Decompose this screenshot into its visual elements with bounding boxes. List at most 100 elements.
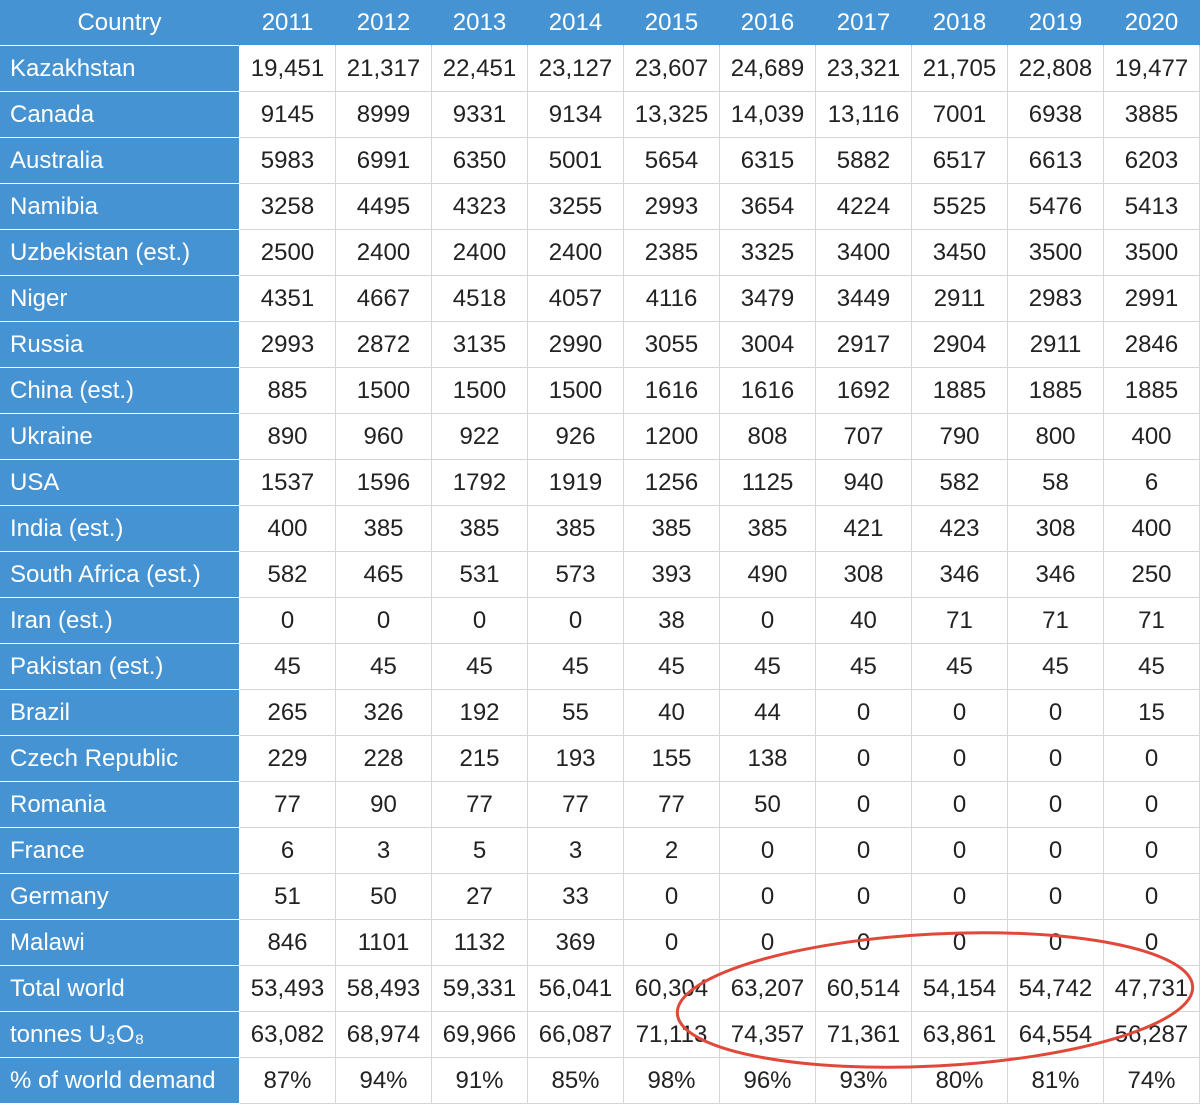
value-cell: 3 — [336, 828, 432, 874]
value-cell: 0 — [1008, 828, 1104, 874]
value-cell: 0 — [432, 598, 528, 644]
value-cell: 63,207 — [720, 966, 816, 1012]
value-cell: 45 — [816, 644, 912, 690]
value-cell: 0 — [1104, 920, 1200, 966]
row-label: Uzbekistan (est.) — [0, 230, 240, 276]
value-cell: 790 — [912, 414, 1008, 460]
value-cell: 2991 — [1104, 276, 1200, 322]
value-cell: 55 — [528, 690, 624, 736]
value-cell: 308 — [816, 552, 912, 598]
value-cell: 6 — [1104, 460, 1200, 506]
value-cell: 582 — [240, 552, 336, 598]
value-cell: 1200 — [624, 414, 720, 460]
row-label: % of world demand — [0, 1058, 240, 1104]
value-cell: 6517 — [912, 138, 1008, 184]
value-cell: 90 — [336, 782, 432, 828]
value-cell: 47,731 — [1104, 966, 1200, 1012]
value-cell: 0 — [720, 920, 816, 966]
value-cell: 582 — [912, 460, 1008, 506]
row-label: France — [0, 828, 240, 874]
value-cell: 71 — [1104, 598, 1200, 644]
row-label: Iran (est.) — [0, 598, 240, 644]
row-label: Czech Republic — [0, 736, 240, 782]
value-cell: 66,087 — [528, 1012, 624, 1058]
row-label: Russia — [0, 322, 240, 368]
value-cell: 23,321 — [816, 46, 912, 92]
row-label: Pakistan (est.) — [0, 644, 240, 690]
value-cell: 1792 — [432, 460, 528, 506]
value-cell: 0 — [912, 828, 1008, 874]
value-cell: 0 — [720, 874, 816, 920]
value-cell: 1885 — [1008, 368, 1104, 414]
value-cell: 1256 — [624, 460, 720, 506]
value-cell: 2400 — [432, 230, 528, 276]
value-cell: 2872 — [336, 322, 432, 368]
value-cell: 81% — [1008, 1058, 1104, 1104]
value-cell: 1885 — [912, 368, 1008, 414]
value-cell: 54,742 — [1008, 966, 1104, 1012]
value-cell: 71 — [1008, 598, 1104, 644]
value-cell: 2917 — [816, 322, 912, 368]
value-cell: 6613 — [1008, 138, 1104, 184]
value-cell: 0 — [912, 782, 1008, 828]
value-cell: 808 — [720, 414, 816, 460]
header-cell: 2016 — [720, 0, 816, 46]
value-cell: 400 — [240, 506, 336, 552]
value-cell: 22,451 — [432, 46, 528, 92]
value-cell: 573 — [528, 552, 624, 598]
header-cell: 2014 — [528, 0, 624, 46]
value-cell: 3258 — [240, 184, 336, 230]
value-cell: 1616 — [624, 368, 720, 414]
value-cell: 6 — [240, 828, 336, 874]
value-cell: 71 — [912, 598, 1008, 644]
value-cell: 0 — [816, 690, 912, 736]
header-cell: 2020 — [1104, 0, 1200, 46]
value-cell: 5476 — [1008, 184, 1104, 230]
value-cell: 1537 — [240, 460, 336, 506]
value-cell: 846 — [240, 920, 336, 966]
value-cell: 69,966 — [432, 1012, 528, 1058]
value-cell: 22,808 — [1008, 46, 1104, 92]
value-cell: 1885 — [1104, 368, 1200, 414]
value-cell: 3500 — [1104, 230, 1200, 276]
row-label: Niger — [0, 276, 240, 322]
value-cell: 0 — [1104, 782, 1200, 828]
value-cell: 707 — [816, 414, 912, 460]
value-cell: 71,113 — [624, 1012, 720, 1058]
value-cell: 4518 — [432, 276, 528, 322]
value-cell: 45 — [624, 644, 720, 690]
value-cell: 0 — [720, 598, 816, 644]
value-cell: 531 — [432, 552, 528, 598]
value-cell: 0 — [1104, 828, 1200, 874]
value-cell: 215 — [432, 736, 528, 782]
value-cell: 45 — [1104, 644, 1200, 690]
value-cell: 400 — [1104, 414, 1200, 460]
value-cell: 3654 — [720, 184, 816, 230]
value-cell: 192 — [432, 690, 528, 736]
value-cell: 0 — [1008, 874, 1104, 920]
value-cell: 1500 — [528, 368, 624, 414]
value-cell: 400 — [1104, 506, 1200, 552]
value-cell: 0 — [1104, 874, 1200, 920]
value-cell: 91% — [432, 1058, 528, 1104]
value-cell: 5654 — [624, 138, 720, 184]
value-cell: 1919 — [528, 460, 624, 506]
value-cell: 346 — [1008, 552, 1104, 598]
value-cell: 68,974 — [336, 1012, 432, 1058]
value-cell: 0 — [816, 920, 912, 966]
value-cell: 2 — [624, 828, 720, 874]
value-cell: 0 — [816, 874, 912, 920]
value-cell: 19,477 — [1104, 46, 1200, 92]
value-cell: 265 — [240, 690, 336, 736]
header-cell: 2015 — [624, 0, 720, 46]
value-cell: 2904 — [912, 322, 1008, 368]
row-label: Romania — [0, 782, 240, 828]
value-cell: 50 — [336, 874, 432, 920]
value-cell: 45 — [528, 644, 624, 690]
value-cell: 77 — [624, 782, 720, 828]
value-cell: 393 — [624, 552, 720, 598]
value-cell: 58 — [1008, 460, 1104, 506]
value-cell: 0 — [816, 736, 912, 782]
value-cell: 0 — [240, 598, 336, 644]
value-cell: 60,304 — [624, 966, 720, 1012]
